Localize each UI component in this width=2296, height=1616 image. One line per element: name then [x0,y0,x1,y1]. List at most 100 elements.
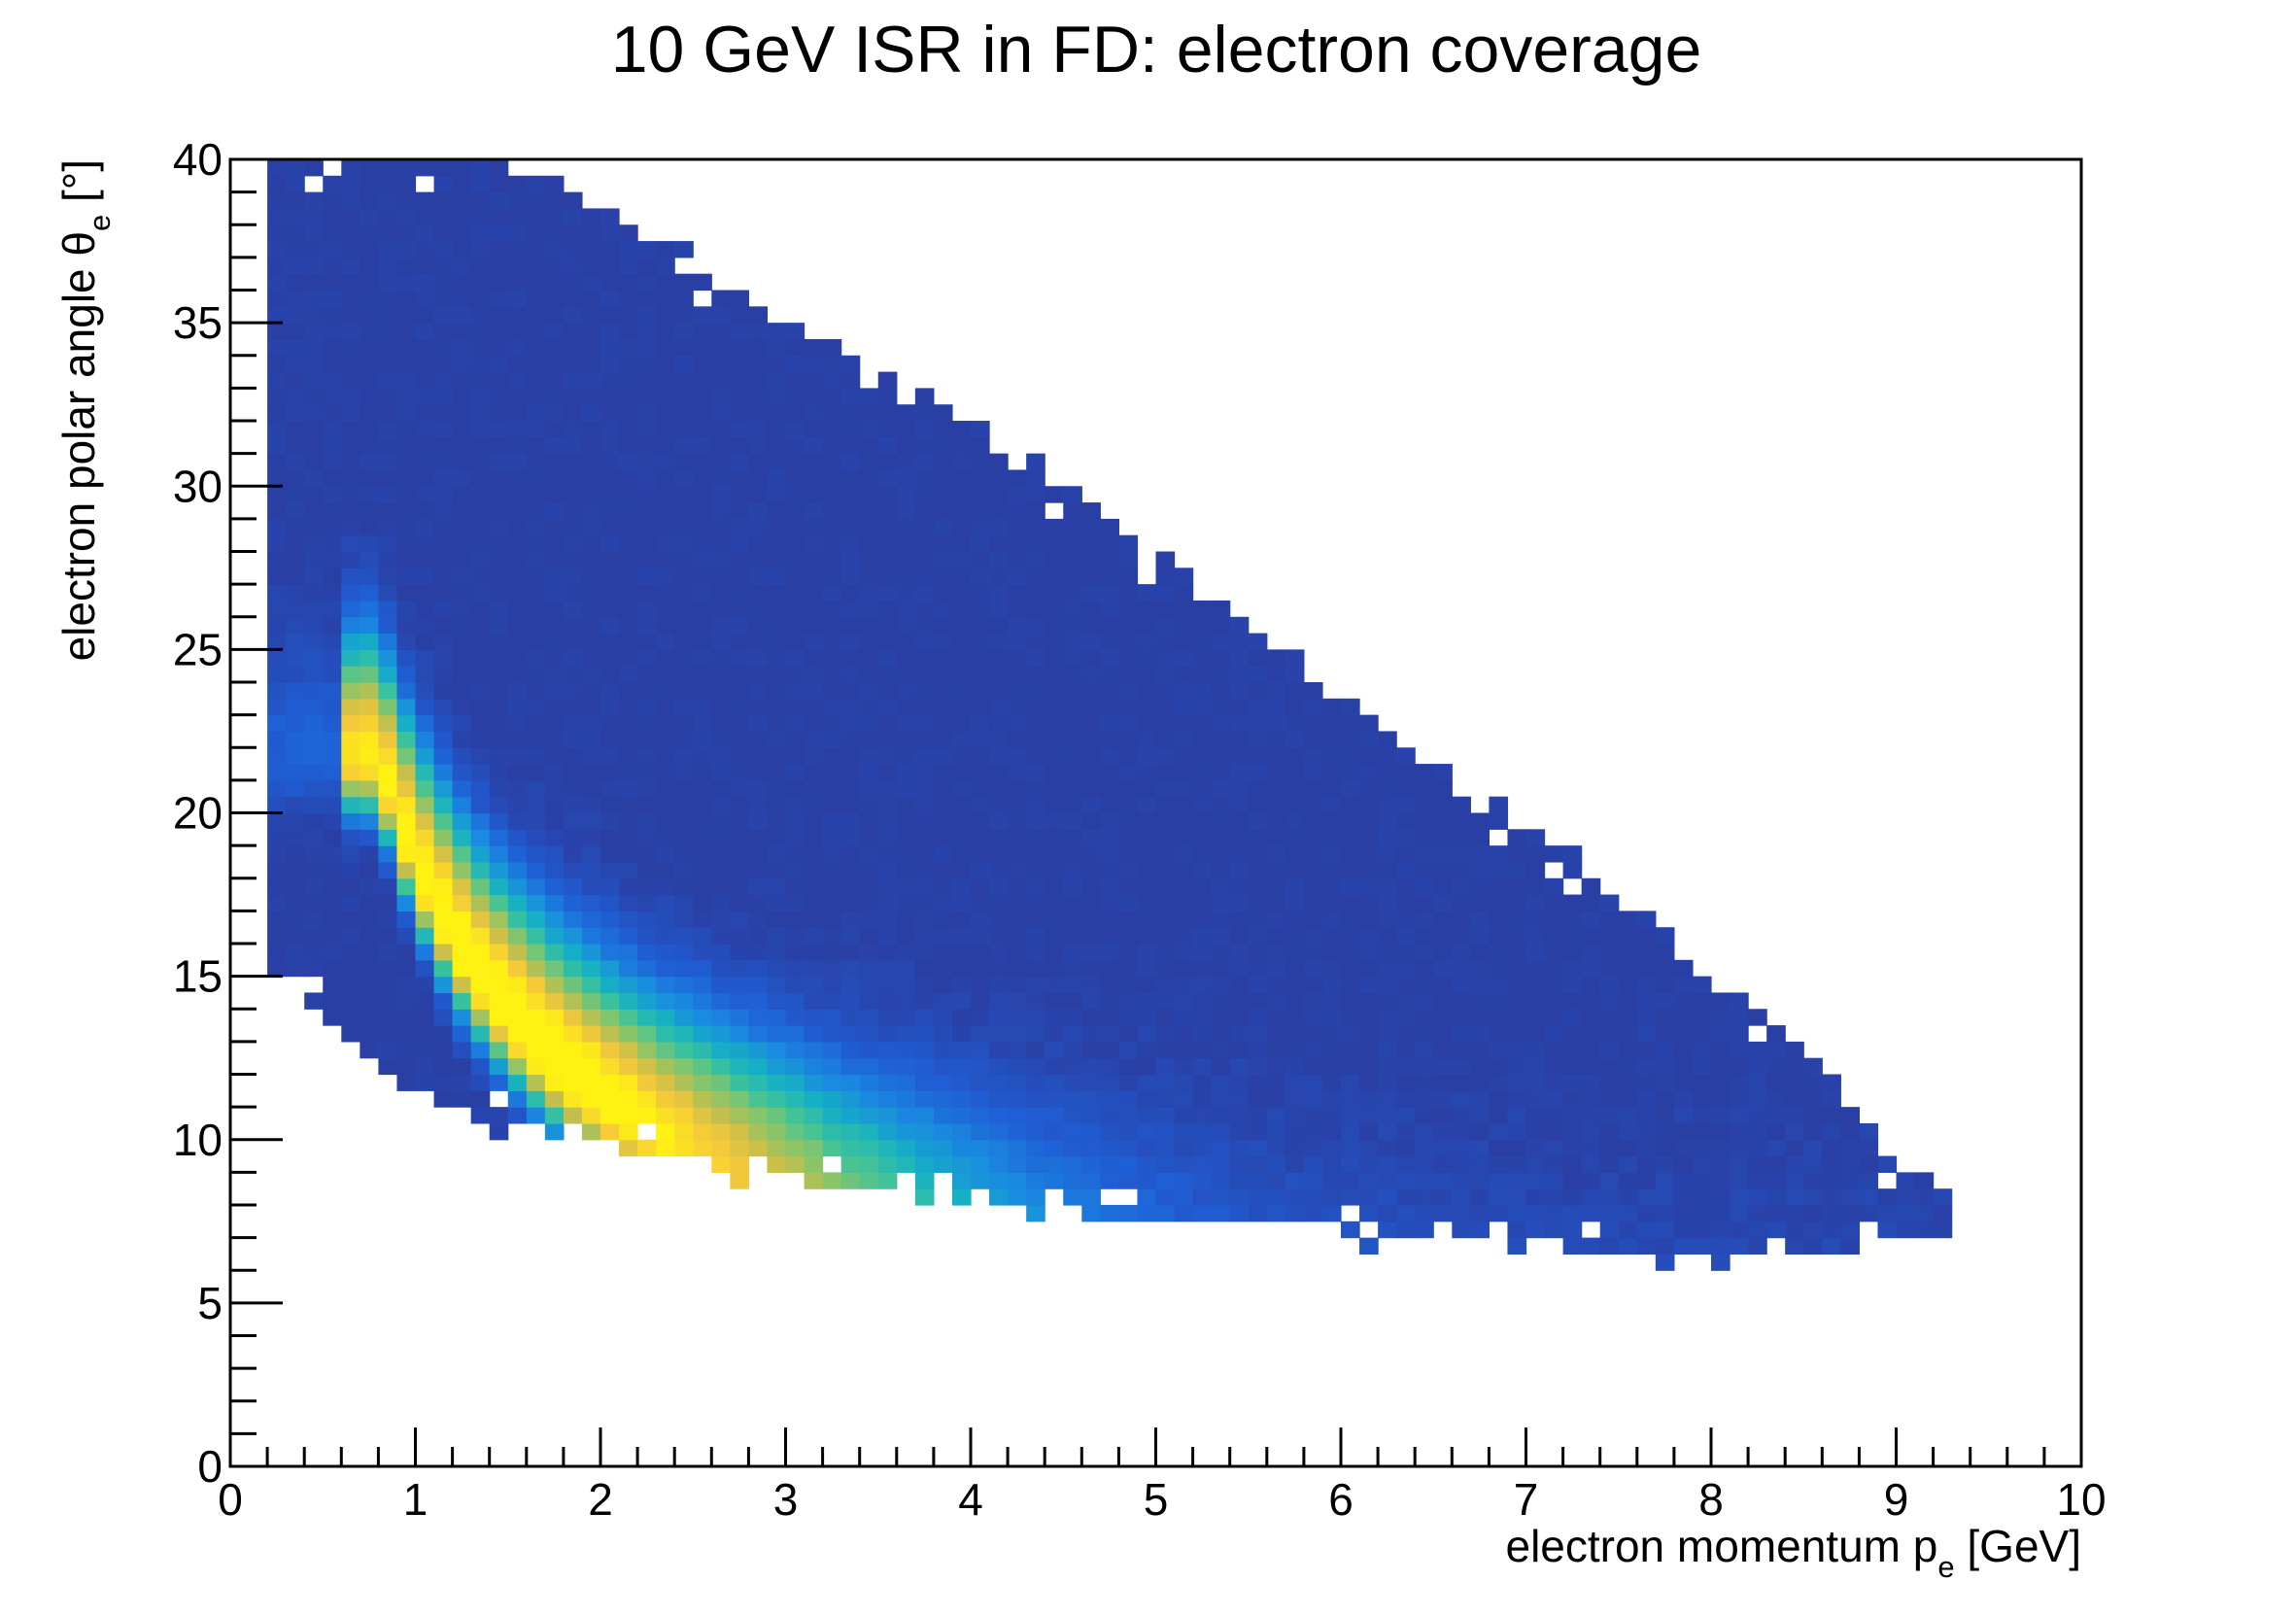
heatmap-cell [1452,1205,1471,1222]
heatmap-cell [1063,486,1082,503]
heatmap-cell [1599,1041,1620,1059]
heatmap-cell [1378,894,1397,911]
heatmap-cell [711,796,731,814]
heatmap-cell [877,1107,898,1124]
heatmap-cell [581,1107,601,1124]
heatmap-cell [971,1122,990,1141]
heatmap-cell [267,600,287,618]
heatmap-cell [1285,877,1305,896]
heatmap-cell [1562,1057,1583,1076]
heatmap-cell [415,453,435,471]
heatmap-cell [859,1090,879,1108]
heatmap-cell [1026,731,1045,748]
heatmap-cell [415,682,435,700]
heatmap-cell [711,1155,731,1173]
heatmap-cell [1341,992,1360,1010]
heatmap-cell [1730,1090,1749,1108]
heatmap-cell [1748,1188,1767,1206]
heatmap-cell [896,486,916,503]
heatmap-cell [1525,1090,1546,1108]
heatmap-cell [896,404,916,422]
heatmap-cell [1785,1041,1804,1059]
heatmap-cell [971,976,990,994]
heatmap-cell [1692,1041,1712,1059]
heatmap-cell [1433,1057,1453,1076]
heatmap-cell [378,714,398,733]
heatmap-cell [360,616,379,635]
heatmap-cell [1285,845,1305,863]
heatmap-cell [452,453,472,471]
heatmap-cell [1378,1057,1397,1076]
heatmap-cell [581,747,601,765]
heatmap-cell [433,829,454,846]
heatmap-cell [877,616,898,635]
heatmap-cell [304,257,324,275]
heatmap-cell [1008,944,1027,961]
heatmap-cell [563,959,583,978]
heatmap-cell [433,600,454,618]
heatmap-cell [1045,731,1064,748]
heatmap-cell [1452,1107,1471,1124]
heatmap-cell [1433,1107,1453,1124]
heatmap-cell [637,649,657,667]
heatmap-cell [748,404,769,422]
heatmap-cell [674,534,694,553]
heatmap-cell [323,698,342,716]
heatmap-cell [489,421,509,438]
heatmap-cell [1507,1188,1527,1206]
heatmap-cell [1155,1090,1176,1108]
heatmap-cell [1359,1041,1379,1059]
heatmap-cell [1045,1025,1064,1043]
heatmap-cell [563,1009,583,1026]
heatmap-cell [433,992,454,1010]
heatmap-cell [748,877,769,896]
heatmap-cell [1785,1237,1804,1255]
heatmap-cell [1359,714,1379,733]
heatmap-cell [1896,1205,1916,1222]
heatmap-cell [989,1090,1009,1108]
heatmap-cell [1618,927,1638,945]
heatmap-cell [693,518,712,536]
heatmap-cell [415,323,435,340]
heatmap-cell [1525,927,1546,945]
heatmap-cell [1711,1057,1731,1076]
heatmap-cell [1008,486,1027,503]
heatmap-cell [1063,1139,1082,1157]
heatmap-cell [1896,1221,1916,1239]
heatmap-cell [656,714,675,733]
heatmap-cell [1008,567,1027,585]
heatmap-cell [1618,1074,1638,1091]
heatmap-cell [526,829,546,846]
heatmap-cell [1229,1172,1250,1189]
heatmap-cell [693,323,712,340]
heatmap-cell [971,845,990,863]
heatmap-cell [323,534,342,553]
heatmap-cell [730,486,749,503]
heatmap-cell [544,845,565,863]
heatmap-cell [1081,845,1101,863]
heatmap-cell [563,567,583,585]
x-axis-label-main: electron momentum p [1505,1521,1937,1571]
heatmap-cell [1692,1107,1712,1124]
heatmap-cell [656,976,675,994]
heatmap-cell [785,812,805,830]
heatmap-cell [1452,1074,1471,1091]
heatmap-cell [971,584,990,602]
heatmap-cell [433,436,454,455]
heatmap-cell [656,436,675,455]
heatmap-cell [711,534,731,553]
heatmap-cell [1229,616,1250,635]
heatmap-cell [637,666,657,683]
heatmap-cell [1378,1025,1397,1043]
heatmap-cell [914,992,935,1010]
heatmap-cell [415,404,435,422]
heatmap-cell [971,1009,990,1026]
heatmap-cell [859,944,879,961]
heatmap-cell [785,633,805,650]
heatmap-cell [600,486,620,503]
heatmap-cell [1100,534,1119,553]
heatmap-cell [470,714,491,733]
heatmap-cell [674,877,694,896]
heatmap-cell [1026,959,1045,978]
heatmap-cell [544,1074,565,1091]
